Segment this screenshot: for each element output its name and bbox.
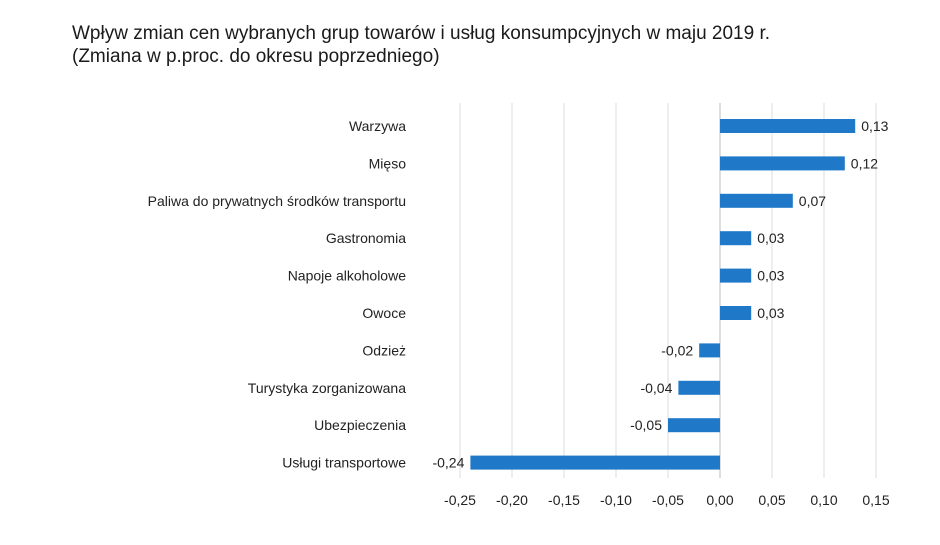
category-label: Usługi transportowe: [282, 455, 406, 471]
data-label: 0,13: [861, 118, 888, 134]
bar-mieso: [720, 156, 845, 171]
x-tick-label: -0,10: [600, 492, 632, 508]
x-tick-label: -0,15: [548, 492, 580, 508]
category-label: Gastronomia: [326, 230, 406, 246]
data-label: -0,04: [640, 380, 672, 396]
chart-subtitle: (Zmiana w p.proc. do okresu poprzedniego…: [72, 46, 440, 67]
bar-turystyka-zorganizowana: [678, 380, 720, 395]
x-tick-label: -0,20: [496, 492, 528, 508]
value-labels: 0,13 0,12 0,07 0,03 0,03 0,03 -0,02 -0,04 -0,05 -…: [432, 118, 888, 471]
bar-paliwa-do-prywatnych-srodkow-transportu: [720, 193, 793, 208]
data-label: 0,03: [757, 268, 784, 284]
x-tick-label: 0,00: [706, 492, 733, 508]
data-label: 0,12: [851, 155, 878, 171]
x-tick-label: 0,05: [758, 492, 785, 508]
bars: [470, 119, 856, 470]
chart-title: Wpływ zmian cen wybranych grup towarów i…: [72, 22, 770, 68]
bar-gastronomia: [720, 231, 752, 246]
bar-napoje-alkoholowe: [720, 268, 752, 283]
category-label: Turystyka zorganizowana: [248, 380, 406, 396]
bar-ubezpieczenia: [668, 418, 720, 433]
bar-odziez: [699, 343, 720, 358]
bar-owoce: [720, 306, 752, 320]
x-tick-label: -0,05: [652, 492, 684, 508]
category-label: Ubezpieczenia: [314, 417, 406, 433]
category-label: Napoje alkoholowe: [288, 268, 407, 284]
data-label: -0,05: [630, 417, 662, 433]
bar-uslugi-transportowe: [470, 455, 720, 470]
bar-warzywa: [720, 119, 856, 133]
category-label: Paliwa do prywatnych środków transportu: [148, 193, 406, 209]
data-label: 0,03: [757, 230, 784, 246]
category-label: Mięso: [369, 155, 407, 171]
data-label: 0,03: [757, 305, 784, 321]
x-tick-label: -0,25: [444, 492, 476, 508]
data-label: 0,07: [799, 193, 826, 209]
category-label: Odzież: [362, 342, 406, 358]
category-labels: Warzywa Mięso Paliwa do prywatnych środków…: [148, 118, 407, 471]
category-label: Owoce: [362, 305, 406, 321]
data-label: -0,24: [432, 455, 464, 471]
x-axis-tick-labels: -0,25 -0,20 -0,15 -0,10 -0,05 0,00 0,05 0,10 0,1…: [444, 492, 890, 508]
category-label: Warzywa: [349, 118, 406, 134]
chart-title-line1: Wpływ zmian cen wybranych grup towarów i…: [72, 23, 771, 44]
x-tick-label: 0,15: [862, 492, 889, 508]
x-tick-label: 0,10: [810, 492, 837, 508]
data-label: -0,02: [661, 342, 693, 358]
